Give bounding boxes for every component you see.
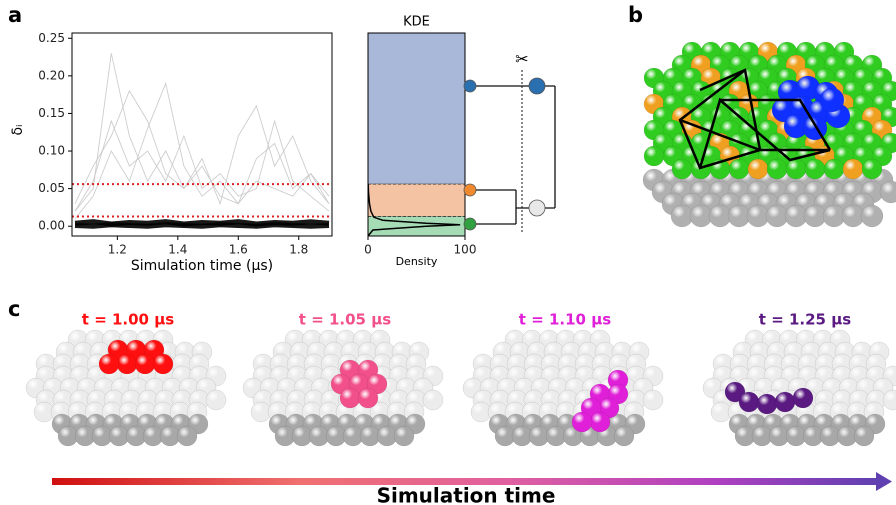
panel-label: a	[8, 3, 22, 27]
snapshot-time: t = 1.00 μs	[82, 311, 174, 329]
x-tick-label: 1.4	[168, 243, 187, 257]
atom	[613, 425, 635, 447]
cluster-node	[528, 77, 546, 95]
y-axis-label: δᵢ	[10, 124, 26, 135]
atom	[724, 381, 746, 403]
trace-line	[74, 81, 330, 219]
cluster-node	[463, 217, 477, 231]
y-tick-label: 0.20	[38, 68, 65, 82]
cluster-node	[528, 199, 546, 217]
atom	[727, 204, 751, 228]
atom	[746, 204, 770, 228]
atom	[134, 353, 156, 375]
atom	[589, 411, 611, 433]
atom	[116, 353, 138, 375]
trace-line	[74, 89, 330, 206]
atom	[803, 204, 827, 228]
atom	[785, 158, 807, 180]
atom	[205, 389, 227, 411]
atom	[861, 158, 883, 180]
atom	[176, 425, 198, 447]
timeline-label: Simulation time	[377, 484, 556, 505]
atom	[860, 204, 884, 228]
y-tick-label: 0.05	[38, 181, 65, 195]
density-curve	[367, 184, 461, 237]
atom	[571, 411, 593, 433]
atom	[738, 391, 760, 413]
timeline-bar	[52, 478, 878, 485]
atom	[422, 389, 444, 411]
atom	[804, 158, 826, 180]
x-tick-label: 100	[454, 243, 477, 257]
atom	[671, 158, 693, 180]
atom	[841, 204, 865, 228]
atom	[802, 115, 828, 141]
atom	[879, 180, 896, 204]
network-lines	[678, 68, 832, 170]
atom	[766, 158, 788, 180]
y-tick-label: 0.00	[38, 219, 65, 233]
atom	[708, 204, 732, 228]
atom	[152, 353, 174, 375]
timeline-arrowhead	[876, 472, 892, 491]
atom	[670, 204, 694, 228]
x-tick-label: 1.6	[229, 243, 248, 257]
atom	[339, 387, 361, 409]
atom	[822, 204, 846, 228]
atom	[784, 204, 808, 228]
atom	[842, 158, 864, 180]
x-axis-label: Simulation time (μs)	[131, 258, 273, 274]
atom	[756, 393, 778, 415]
snapshot-time: t = 1.25 μs	[759, 311, 851, 329]
x-tick-label: 1.2	[108, 243, 127, 257]
atom	[853, 425, 875, 447]
y-tick-label: 0.10	[38, 144, 65, 158]
snapshot-time: t = 1.10 μs	[519, 311, 611, 329]
atom	[882, 389, 896, 411]
y-tick-label: 0.25	[38, 31, 65, 45]
panel-label: c	[8, 297, 20, 321]
panel-label: b	[628, 3, 643, 27]
atom	[792, 387, 814, 409]
atom	[642, 389, 664, 411]
atom	[819, 87, 845, 113]
density-band	[367, 32, 466, 185]
x-tick-label: 0	[364, 243, 372, 257]
cluster-node	[463, 79, 477, 93]
atom	[643, 145, 665, 167]
kde-title: KDE	[403, 15, 430, 30]
density-band	[367, 183, 466, 217]
atom	[689, 204, 713, 228]
plot-frame	[71, 32, 333, 237]
trace-line	[74, 119, 330, 212]
x-tick-label: 1.8	[289, 243, 308, 257]
atom	[393, 425, 415, 447]
atom	[357, 387, 379, 409]
plot-frame	[367, 32, 466, 237]
trace-line	[74, 222, 330, 229]
x-axis-label: Density	[396, 255, 438, 268]
atom	[765, 204, 789, 228]
atom	[728, 158, 750, 180]
atom	[747, 158, 769, 180]
y-tick-label: 0.15	[38, 106, 65, 120]
scissors-icon: ✂	[515, 50, 528, 69]
cluster-node	[463, 183, 477, 197]
trace-line	[74, 53, 330, 212]
atom	[98, 353, 120, 375]
atom	[823, 158, 845, 180]
atom	[774, 391, 796, 413]
snapshot-time: t = 1.05 μs	[299, 311, 391, 329]
